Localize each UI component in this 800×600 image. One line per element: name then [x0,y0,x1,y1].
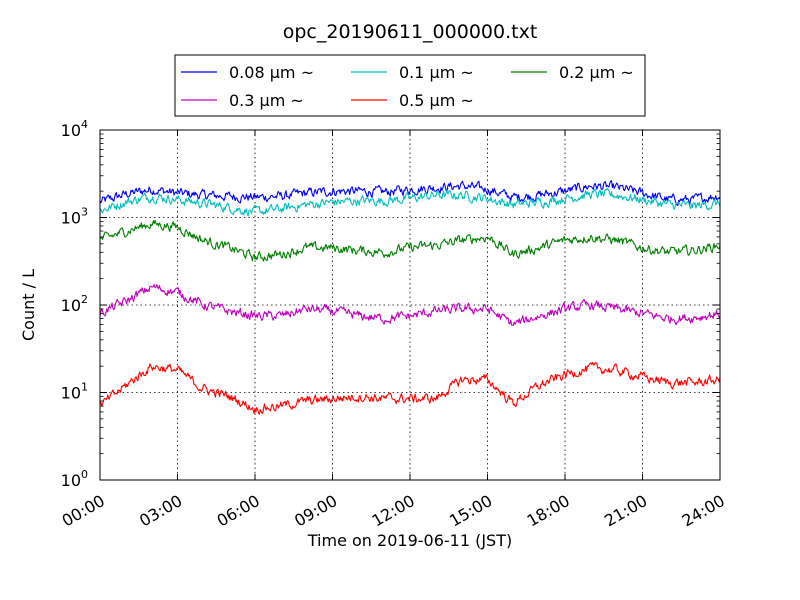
x-tick-label: 06:00 [214,491,263,531]
x-tick-label: 18:00 [524,491,573,531]
y-tick-label: 104 [61,118,88,140]
legend-box [174,54,646,117]
legend: 0.08 μm ~ 0.1 μm ~ 0.2 μm ~ 0.3 μm ~ 0.5 μm … [174,54,646,117]
x-axis-label: Time on 2019-06-11 (JST) [307,531,512,550]
series-line-0 [99,180,721,207]
series-line-2 [99,219,721,262]
y-tick-label: 103 [61,206,88,228]
y-tick-label: 102 [61,293,88,315]
x-tick-labels: 00:00 03:00 06:00 09:00 12:00 15:00 18:00 21:00… [59,491,728,531]
axis-ticks [99,129,721,481]
x-tick-label: 09:00 [291,491,340,531]
grid [100,130,720,480]
x-tick-label: 00:00 [59,491,108,531]
y-tick-label: 101 [61,381,88,403]
series-line-4 [99,361,721,415]
legend-label-3: 0.3 μm ~ [229,91,304,110]
x-tick-label: 12:00 [369,491,418,531]
legend-label-0: 0.08 μm ~ [229,63,314,82]
x-tick-label: 24:00 [679,491,728,531]
y-tick-labels: 100 101 102 103 104 [61,118,88,490]
x-tick-label: 03:00 [136,491,185,531]
y-tick-label: 100 [61,468,88,490]
x-tick-label: 21:00 [601,491,650,531]
chart-title: opc_20190611_000000.txt [283,21,538,43]
series-line-3 [99,284,721,326]
series-lines [99,180,721,415]
legend-label-2: 0.2 μm ~ [559,63,634,82]
legend-label-1: 0.1 μm ~ [399,63,474,82]
y-axis-label: Count / L [19,269,38,341]
legend-label-4: 0.5 μm ~ [399,91,474,110]
series-line-1 [99,187,721,217]
x-tick-label: 15:00 [446,491,495,531]
